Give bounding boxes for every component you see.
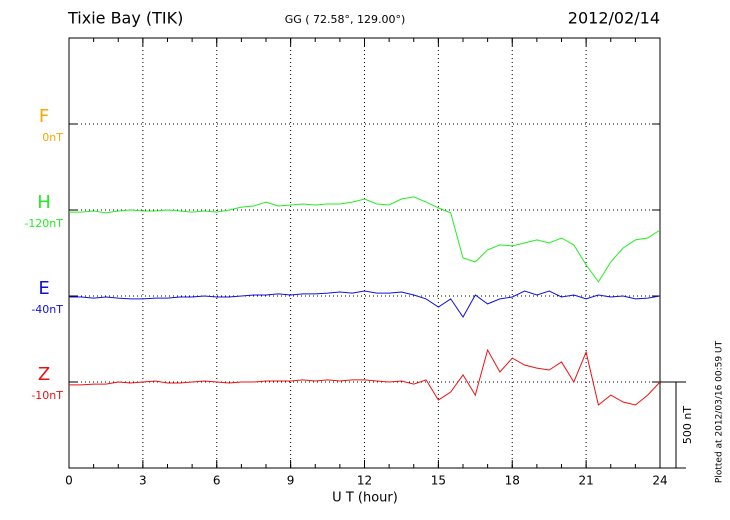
row-label: H <box>37 192 51 213</box>
row-label: Z <box>38 364 50 385</box>
scale-bar-label: 500 nT <box>681 406 694 444</box>
row-label: F <box>39 106 49 127</box>
trace <box>69 348 661 406</box>
row-offset: -120nT <box>24 217 63 230</box>
chart-title: Tixie Bay (TIK) <box>67 9 183 28</box>
x-tick-label: 24 <box>652 474 667 488</box>
x-tick-label: 9 <box>287 474 295 488</box>
x-tick-label: 21 <box>578 474 593 488</box>
x-axis-label: U T (hour) <box>332 491 398 506</box>
x-tick-label: 0 <box>65 474 73 488</box>
row-offset: 0nT <box>42 131 63 144</box>
x-tick-label: 3 <box>139 474 147 488</box>
row-offset: -10nT <box>31 389 63 402</box>
trace <box>69 196 661 283</box>
trace <box>69 290 661 318</box>
row-offset: -40nT <box>31 303 63 316</box>
date: 2012/02/14 <box>568 9 660 28</box>
x-tick-label: 18 <box>505 474 520 488</box>
footnote: Plotted at 2012/03/16 00:59 UT <box>715 340 725 483</box>
x-tick-label: 15 <box>431 474 446 488</box>
x-tick-label: 12 <box>357 474 372 488</box>
subtitle: GG ( 72.58°, 129.00°) <box>285 13 406 26</box>
row-label: E <box>38 278 49 299</box>
x-tick-label: 6 <box>213 474 221 488</box>
